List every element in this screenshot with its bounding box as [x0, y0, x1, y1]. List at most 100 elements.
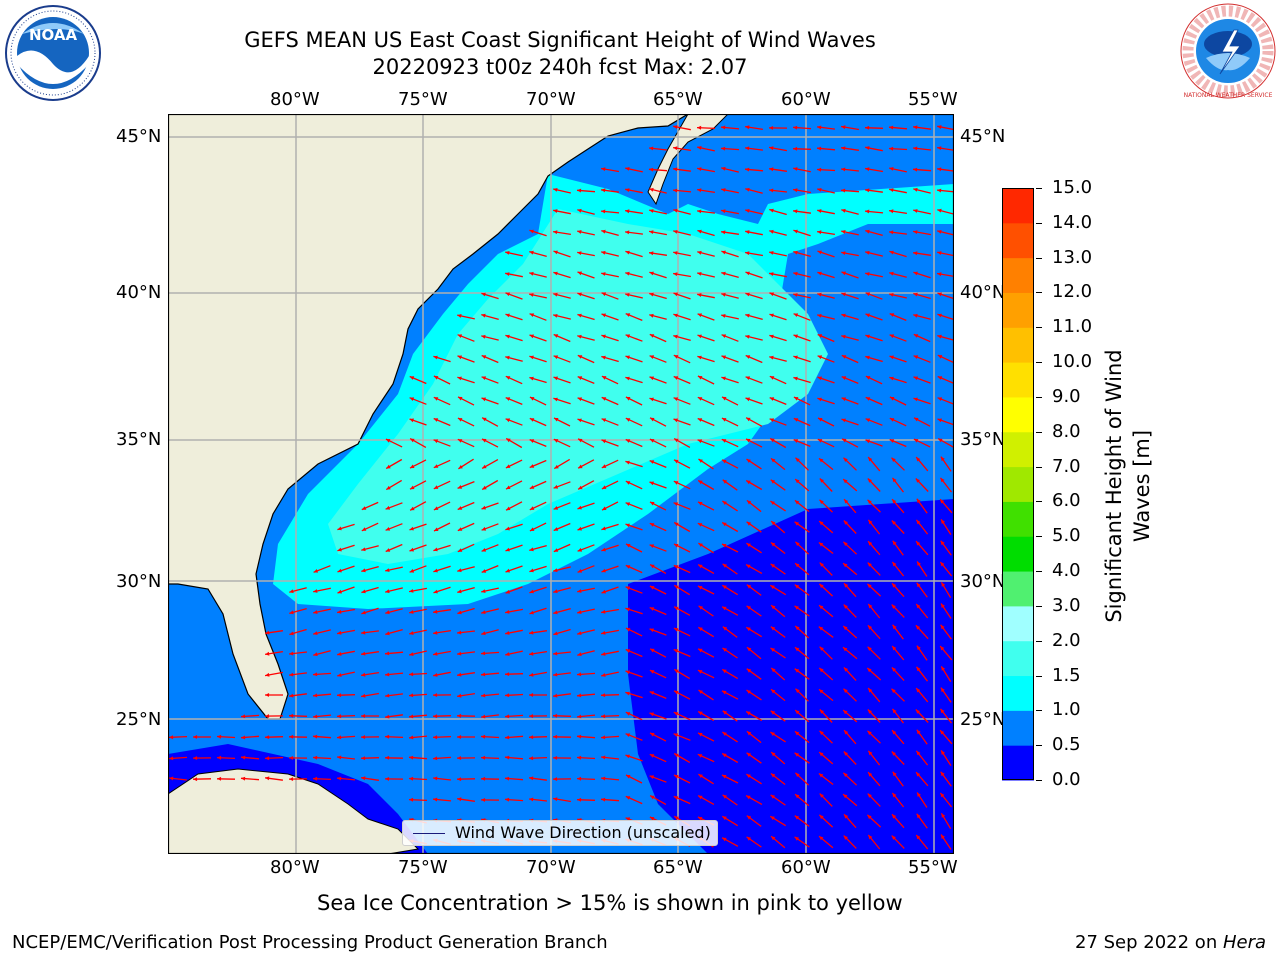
wave-direction-arrowhead	[817, 230, 822, 235]
wave-direction-arrowhead	[819, 499, 824, 504]
wave-direction-arrowhead	[457, 777, 462, 782]
wave-direction-arrowhead	[433, 609, 438, 614]
wave-direction-arrowhead	[577, 589, 582, 593]
wave-direction-arrowhead	[289, 756, 294, 760]
lon-label-bottom-65w: 65°W	[653, 857, 703, 878]
wave-direction-arrowhead	[697, 334, 702, 339]
wave-direction-arrowhead	[841, 271, 846, 276]
wave-direction-arrowhead	[817, 167, 822, 172]
wave-direction-arrowhead	[769, 251, 774, 255]
lat-label-right-40n: 40°N	[960, 282, 1006, 303]
wave-direction-arrowhead	[577, 418, 582, 423]
wave-direction-arrowhead	[625, 209, 630, 214]
wave-direction-arrowhead	[795, 563, 800, 568]
wave-direction-arrowhead	[649, 460, 655, 464]
lon-label-top-60w: 60°W	[781, 89, 831, 110]
wave-direction-arrowhead	[892, 499, 897, 504]
wave-direction-arrowhead	[529, 229, 534, 234]
colorbar-tick-label: 13.0	[1052, 246, 1093, 268]
wave-direction-arrowhead	[674, 690, 679, 695]
wave-direction-arrowhead	[697, 439, 703, 444]
wave-direction-arrowhead	[771, 689, 776, 694]
wave-direction-arrowhead	[745, 187, 750, 192]
wave-direction-arrowhead	[913, 209, 918, 213]
wave-direction-arrowhead	[433, 397, 439, 401]
wave-direction-arrowhead	[746, 521, 752, 526]
footer-host: Hera	[1222, 932, 1266, 953]
wave-direction-arrowhead	[601, 652, 606, 656]
wave-direction-arrowhead	[794, 731, 800, 736]
wave-direction-arrowhead	[529, 464, 535, 468]
wave-direction-arrowhead	[697, 397, 703, 401]
wave-direction-arrowhead	[625, 250, 630, 255]
colorbar-tick-mark	[1036, 222, 1042, 224]
wave-direction-arrowhead	[722, 648, 727, 652]
wave-direction-arrowhead	[673, 272, 678, 277]
wave-direction-arrowhead	[385, 589, 390, 594]
wave-direction-arrowhead	[313, 610, 318, 614]
wave-direction-arrowhead	[625, 439, 631, 443]
lat-label-left-35n: 35°N	[116, 429, 162, 450]
chart-title-line2: 20220923 t00z 240h fcst Max: 2.07	[372, 55, 748, 79]
wave-direction-arrowhead	[505, 714, 510, 719]
wave-direction-arrowhead	[721, 271, 726, 276]
wave-direction-arrowhead	[674, 606, 679, 611]
wave-direction-arrowhead	[505, 376, 511, 380]
wave-direction-arrowhead	[746, 731, 752, 736]
wave-direction-arrowhead	[770, 773, 776, 778]
wave-direction-arrowhead	[913, 251, 918, 256]
wave-direction-arrowhead	[649, 334, 655, 338]
wave-direction-arrowhead	[361, 506, 367, 510]
colorbar-band-6	[1002, 536, 1034, 572]
wave-direction-arrowhead	[745, 251, 750, 256]
wave-direction-arrowhead	[721, 146, 726, 151]
wave-direction-arrowhead	[722, 732, 727, 736]
wave-direction-arrowhead	[769, 208, 774, 213]
wave-direction-arrowhead	[505, 355, 510, 360]
wave-direction-arrowhead	[649, 397, 654, 402]
wave-direction-arrowhead	[649, 251, 654, 256]
wave-direction-arrowhead	[625, 628, 631, 632]
wave-direction-arrowhead	[818, 773, 824, 778]
wave-direction-arrowhead	[819, 583, 824, 589]
wave-direction-arrowhead	[867, 499, 872, 504]
wave-direction-arrowhead	[577, 610, 582, 614]
wave-direction-arrowhead	[553, 292, 558, 297]
wave-direction-arrowhead	[916, 772, 921, 777]
wave-direction-arrowhead	[914, 417, 919, 422]
colorbar-tick-label: 7.0	[1052, 455, 1081, 477]
wave-direction-arrowhead	[434, 527, 439, 531]
wave-direction-arrowhead	[241, 776, 246, 781]
wave-direction-arrowhead	[793, 439, 799, 443]
wave-direction-arrowhead	[553, 797, 558, 802]
wave-direction-arrowhead	[867, 793, 872, 798]
wave-direction-arrowhead	[673, 418, 678, 423]
wave-direction-arrowhead	[601, 693, 606, 698]
wave-direction-arrowhead	[889, 230, 894, 235]
wave-direction-arrowhead	[409, 797, 414, 802]
wave-direction-arrowhead	[553, 651, 558, 656]
wave-direction-arrowhead	[746, 480, 751, 485]
wave-direction-arrowhead	[698, 627, 703, 632]
colorbar-tick-label: 10.0	[1052, 351, 1093, 373]
wave-direction-arrowhead	[793, 271, 798, 276]
wave-direction-arrowhead	[457, 735, 462, 739]
wave-direction-arrowhead	[913, 271, 918, 276]
wave-direction-arrowhead	[817, 355, 823, 360]
wave-direction-arrowhead	[601, 714, 606, 719]
wave-direction-arrowhead	[697, 817, 703, 821]
wave-direction-arrowhead	[697, 313, 702, 318]
wave-direction-arrowhead	[457, 589, 462, 594]
colorbar-tick-mark	[1036, 675, 1042, 677]
wave-direction-arrowhead	[217, 755, 222, 760]
wave-direction-arrowhead	[241, 755, 246, 760]
wave-direction-arrowhead	[649, 439, 655, 443]
wave-direction-arrowhead	[793, 313, 799, 317]
wave-direction-arrowhead	[841, 208, 846, 213]
wave-direction-arrowhead	[843, 688, 848, 693]
wave-direction-arrowhead	[505, 251, 510, 255]
wave-direction-arrowhead	[892, 730, 897, 735]
wave-direction-arrowhead	[385, 714, 390, 719]
wave-direction-arrowhead	[843, 647, 848, 652]
colorbar-band-14	[1002, 257, 1034, 293]
